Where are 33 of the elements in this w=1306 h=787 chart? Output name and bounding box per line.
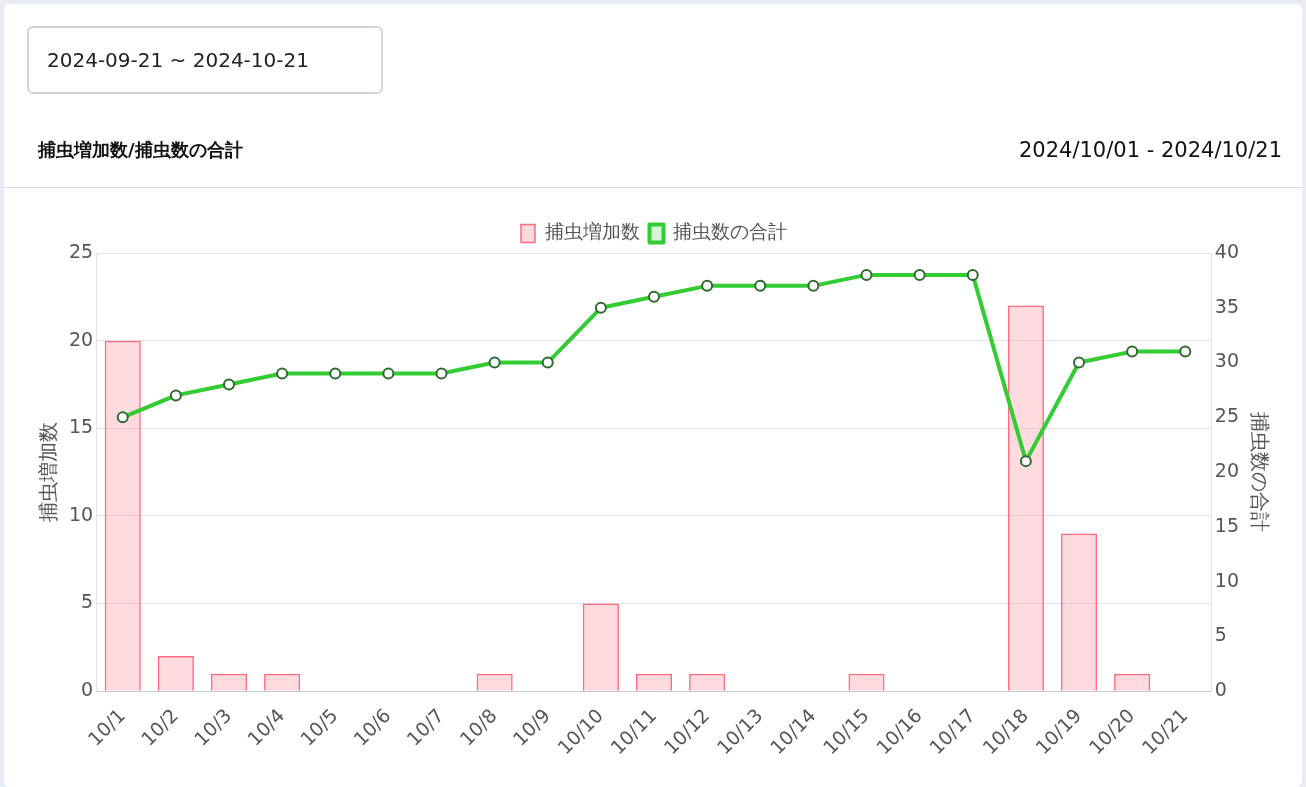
bar xyxy=(210,673,248,691)
bar xyxy=(157,656,194,691)
bar xyxy=(582,603,619,691)
bar xyxy=(689,673,726,691)
y-tick-label: 0 xyxy=(81,678,94,701)
legend-label: 捕虫増加数 xyxy=(544,220,640,243)
bar xyxy=(1060,533,1098,691)
chart-title: 捕虫増加数/捕虫数の合計 xyxy=(38,138,243,162)
y2-tick-label: 20 xyxy=(1214,459,1240,482)
bar xyxy=(1114,673,1151,691)
bar xyxy=(635,673,673,691)
y-tick-label: 25 xyxy=(68,239,94,262)
y-tick-label: 5 xyxy=(81,590,94,613)
date-range-field: 2024-09-21 ~ 2024-10-21 xyxy=(27,26,383,94)
y2-tick-label: 5 xyxy=(1214,623,1227,646)
bar xyxy=(264,673,301,691)
y-axis-title: 捕虫増加数 xyxy=(36,422,61,523)
y-tick-label: 10 xyxy=(68,502,94,525)
y2-tick-label: 10 xyxy=(1214,568,1240,591)
text: 2024/10/01 - 2024/10/21 xyxy=(1018,138,1282,162)
y-tick-label: 15 xyxy=(68,415,94,438)
y2-tick-label: 30 xyxy=(1214,349,1240,372)
y2-tick-label: 25 xyxy=(1214,404,1240,427)
bar xyxy=(476,673,513,691)
legend-label: 捕虫数の合計 xyxy=(673,220,787,243)
y2-tick-label: 35 xyxy=(1214,294,1240,317)
y2-axis-title: 捕虫数の合計 xyxy=(1247,412,1272,533)
y2-tick-label: 40 xyxy=(1214,239,1240,262)
y2-tick-label: 0 xyxy=(1214,678,1227,701)
bar xyxy=(848,673,885,691)
bar xyxy=(104,340,141,691)
y2-tick-label: 15 xyxy=(1214,513,1240,536)
y-tick-label: 20 xyxy=(68,327,94,350)
